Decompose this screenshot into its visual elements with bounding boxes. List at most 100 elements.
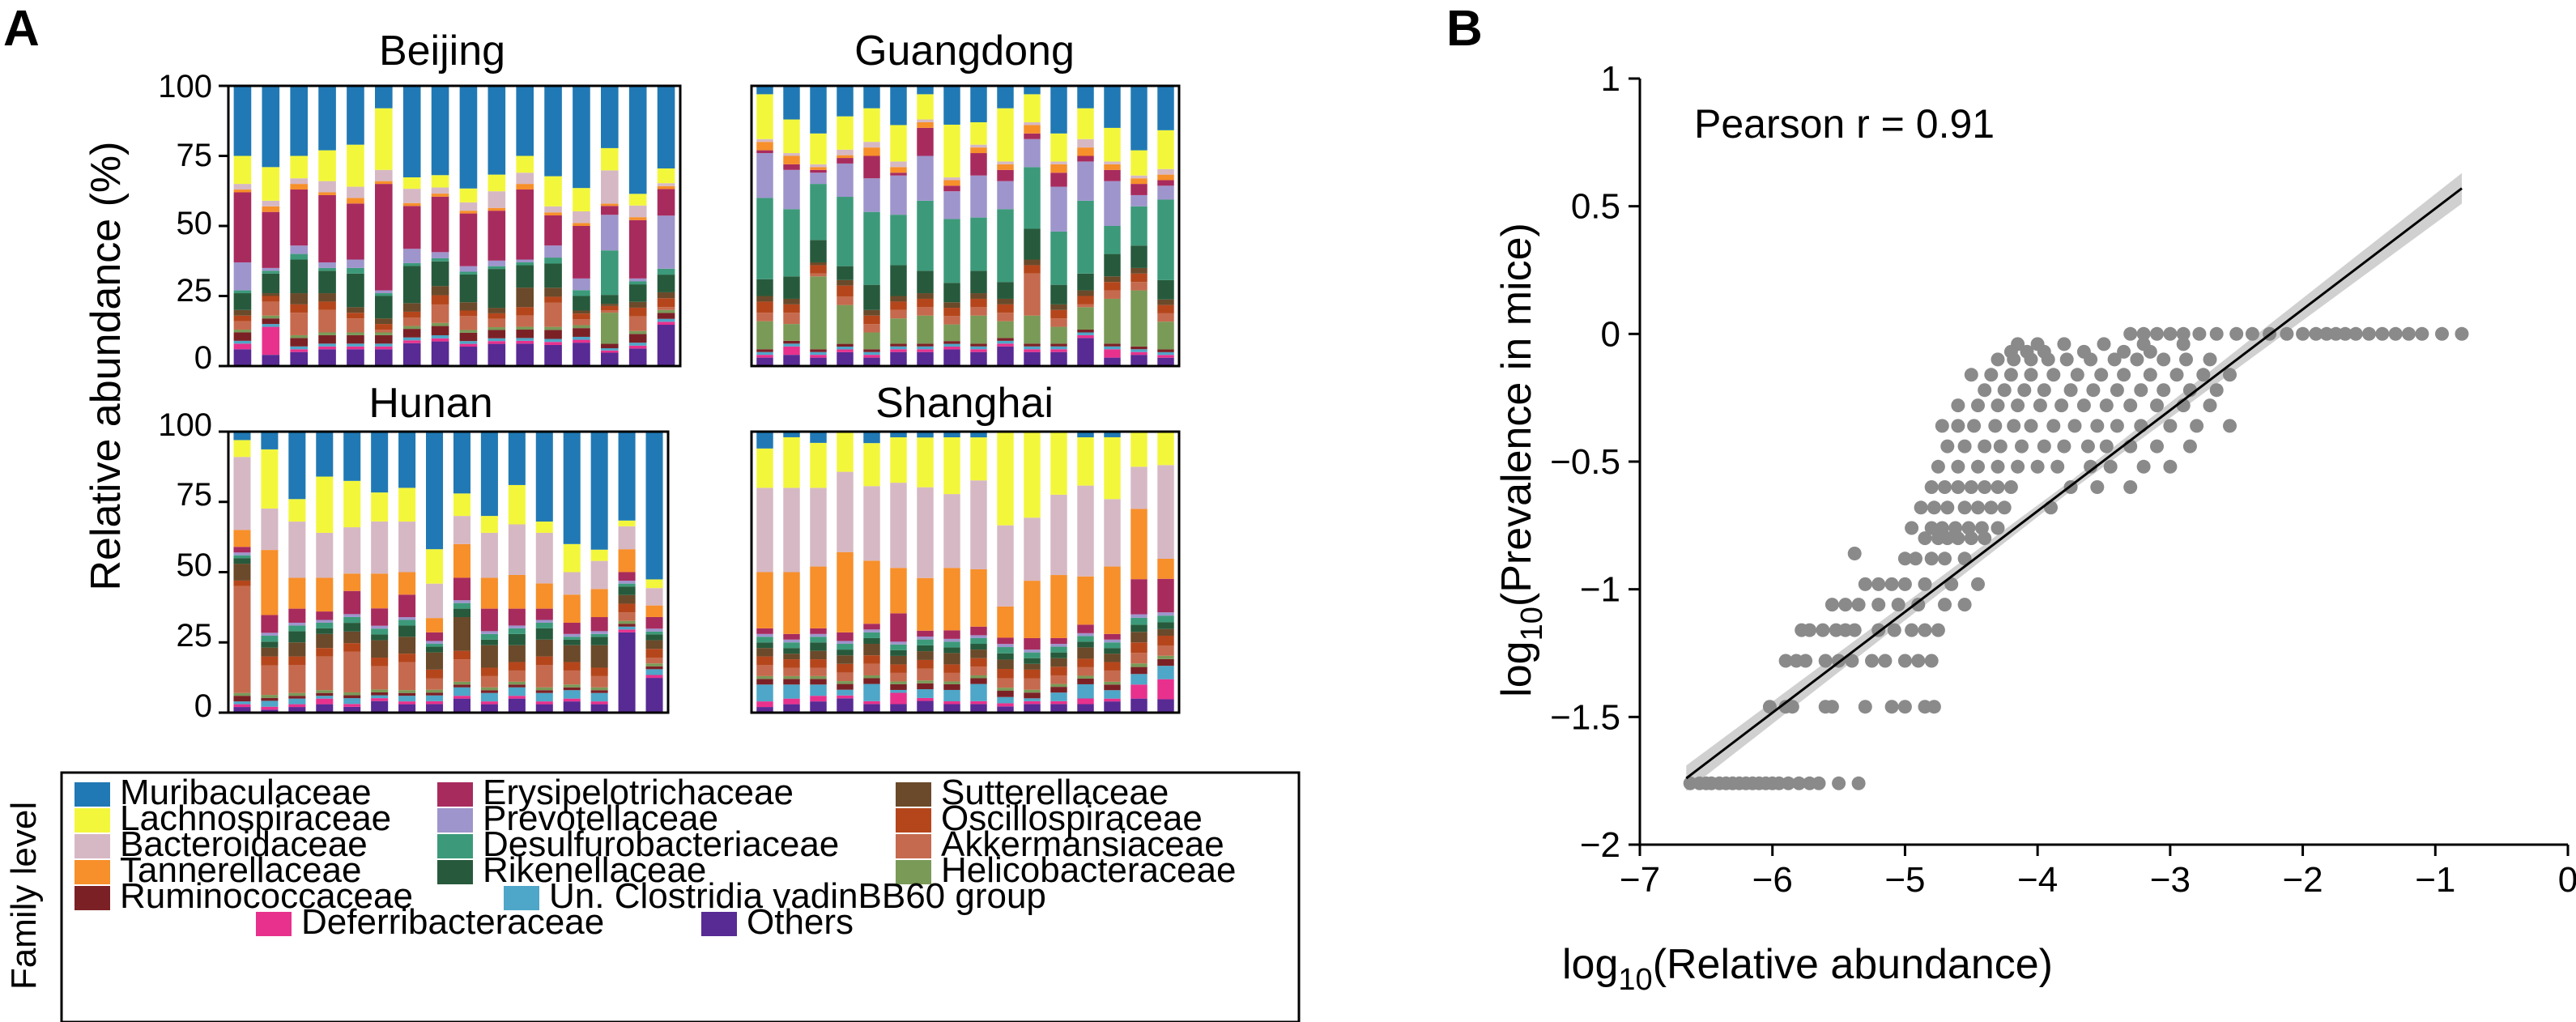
bar-segment bbox=[783, 667, 800, 676]
bar-segment bbox=[837, 641, 854, 645]
bar-segment bbox=[837, 698, 854, 713]
bar-segment bbox=[233, 432, 251, 441]
bar-segment bbox=[233, 340, 252, 344]
bar-segment bbox=[783, 340, 800, 344]
bar-segment bbox=[563, 687, 581, 691]
bar-segment bbox=[618, 583, 636, 587]
bar-segment bbox=[261, 665, 279, 696]
bar-segment bbox=[810, 133, 827, 164]
bar-segment bbox=[943, 494, 960, 568]
bar-segment bbox=[997, 659, 1014, 670]
bar-segment bbox=[371, 573, 389, 609]
scatter-point bbox=[1911, 598, 1926, 612]
bar-segment bbox=[402, 311, 421, 317]
scatter-point bbox=[2107, 352, 2122, 367]
bar-segment bbox=[1024, 581, 1041, 638]
ytick-label: 1 bbox=[1601, 59, 1620, 99]
bar-segment bbox=[431, 341, 449, 366]
bar-segment bbox=[488, 308, 506, 313]
bar-segment bbox=[508, 628, 526, 634]
bar-segment bbox=[453, 608, 470, 618]
bar-segment bbox=[233, 332, 252, 341]
scatter-point bbox=[2402, 326, 2416, 341]
scatter-point bbox=[1897, 654, 1912, 668]
bar-segment bbox=[645, 628, 663, 632]
bar-segment bbox=[970, 349, 987, 352]
legend-swatch bbox=[437, 782, 473, 807]
bar-segment bbox=[1104, 181, 1121, 226]
bar-segment bbox=[943, 180, 960, 186]
bar-segment bbox=[426, 652, 444, 670]
bar-segment bbox=[431, 334, 449, 339]
bar-segment bbox=[516, 86, 534, 156]
scatter-point bbox=[1971, 577, 1985, 591]
bar-segment bbox=[810, 273, 827, 277]
bar-segment bbox=[371, 608, 389, 626]
scatter-point bbox=[1824, 598, 1839, 612]
scatter-point bbox=[2388, 326, 2403, 341]
bar-segment bbox=[917, 127, 934, 156]
bar-segment bbox=[290, 155, 308, 179]
bar-segment bbox=[917, 437, 934, 488]
scatter-point bbox=[2046, 419, 2061, 433]
bar-segment bbox=[375, 330, 393, 333]
bar-segment bbox=[1077, 147, 1094, 156]
bar-segment bbox=[810, 667, 827, 676]
bar-segment bbox=[970, 644, 987, 650]
scatter-point bbox=[2157, 352, 2171, 367]
scatter-point bbox=[2011, 337, 2025, 351]
bar-segment bbox=[563, 639, 581, 645]
bar-segment bbox=[371, 628, 389, 635]
bar-segment bbox=[453, 696, 470, 699]
legend-swatch bbox=[75, 808, 110, 833]
subpanel-title-shanghai: Shanghai bbox=[875, 380, 1054, 427]
bar-segment bbox=[601, 215, 619, 251]
scatter-point bbox=[1792, 776, 1806, 790]
scatter-point bbox=[1971, 398, 1985, 413]
bar-segment bbox=[590, 667, 608, 676]
bar-segment bbox=[233, 707, 251, 713]
bar-segment bbox=[262, 296, 280, 302]
bar-segment bbox=[402, 177, 421, 189]
bar-segment bbox=[1050, 692, 1067, 701]
bar-segment bbox=[233, 155, 252, 185]
bar-segment bbox=[756, 313, 773, 322]
bar-segment bbox=[970, 568, 987, 627]
bar-segment bbox=[863, 675, 880, 679]
bar-segment bbox=[288, 625, 306, 632]
bar-segment bbox=[488, 341, 506, 344]
scatter-point bbox=[1991, 459, 2005, 474]
bar-segment bbox=[590, 589, 608, 618]
bar-segment bbox=[863, 211, 880, 285]
bar-segment bbox=[508, 625, 526, 628]
bar-segment bbox=[375, 349, 393, 366]
bar-segment bbox=[970, 626, 987, 636]
bar-segment bbox=[970, 637, 987, 645]
bar-segment bbox=[917, 630, 934, 637]
bar-segment bbox=[431, 252, 449, 258]
scatter-point bbox=[1762, 700, 1777, 714]
bar-segment bbox=[261, 697, 279, 701]
bar-segment bbox=[997, 282, 1014, 299]
bar-segment bbox=[459, 347, 478, 366]
bar-segment bbox=[1050, 646, 1067, 653]
scatter-point bbox=[1991, 352, 2005, 367]
bar-segment bbox=[347, 144, 364, 187]
bar-segment bbox=[233, 321, 252, 330]
bar-segment bbox=[316, 432, 334, 477]
bar-segment bbox=[837, 471, 854, 552]
bar-segment bbox=[398, 690, 416, 693]
bar-segment bbox=[943, 568, 960, 631]
bar-segment bbox=[343, 527, 361, 574]
panel-b-ylabel-rest: (Prevalence in mice) bbox=[1493, 223, 1540, 607]
bar-segment bbox=[1024, 315, 1041, 344]
bar-segment bbox=[837, 681, 854, 684]
bar-segment bbox=[480, 516, 498, 533]
bar-segment bbox=[657, 183, 675, 186]
bar-segment bbox=[756, 701, 773, 708]
bar-segment bbox=[917, 639, 934, 645]
bar-segment bbox=[943, 343, 960, 347]
bar-segment bbox=[262, 211, 280, 268]
scatter-point bbox=[1984, 500, 1999, 515]
bar-segment bbox=[488, 327, 506, 330]
